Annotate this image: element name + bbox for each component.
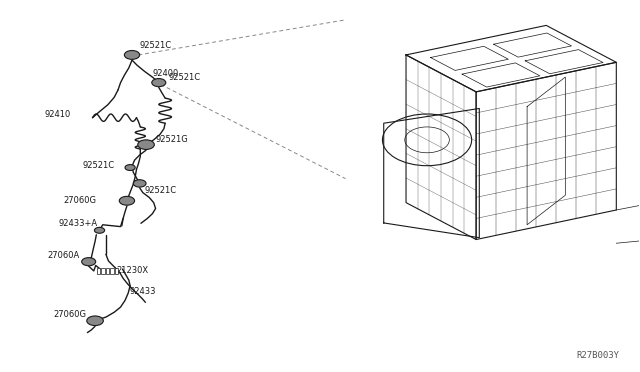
Text: 92521C: 92521C [168, 73, 200, 81]
Bar [97, 268, 100, 274]
Text: 92433+A: 92433+A [58, 219, 97, 228]
Bar [115, 268, 118, 274]
Text: 92521C: 92521C [83, 161, 115, 170]
Text: 92521C: 92521C [145, 186, 177, 195]
Text: 92521G: 92521G [156, 135, 188, 144]
Bar [101, 268, 104, 274]
Circle shape [95, 227, 104, 233]
Text: 92410: 92410 [45, 109, 71, 119]
Circle shape [82, 258, 96, 266]
Text: 92433: 92433 [129, 287, 156, 296]
Circle shape [133, 180, 146, 187]
Circle shape [124, 51, 140, 60]
Text: 92521C: 92521C [140, 41, 172, 50]
Circle shape [125, 164, 135, 170]
Text: 27060A: 27060A [47, 251, 79, 260]
Text: 27060G: 27060G [54, 310, 86, 319]
Circle shape [119, 196, 134, 205]
Circle shape [152, 78, 166, 87]
Text: R27B003Y: R27B003Y [577, 350, 620, 359]
Circle shape [138, 140, 154, 150]
Text: 27060G: 27060G [63, 196, 96, 205]
Text: 92400: 92400 [152, 69, 179, 78]
Bar [110, 268, 113, 274]
Bar [106, 268, 109, 274]
Circle shape [87, 316, 103, 326]
Text: 21230X: 21230X [116, 266, 148, 275]
